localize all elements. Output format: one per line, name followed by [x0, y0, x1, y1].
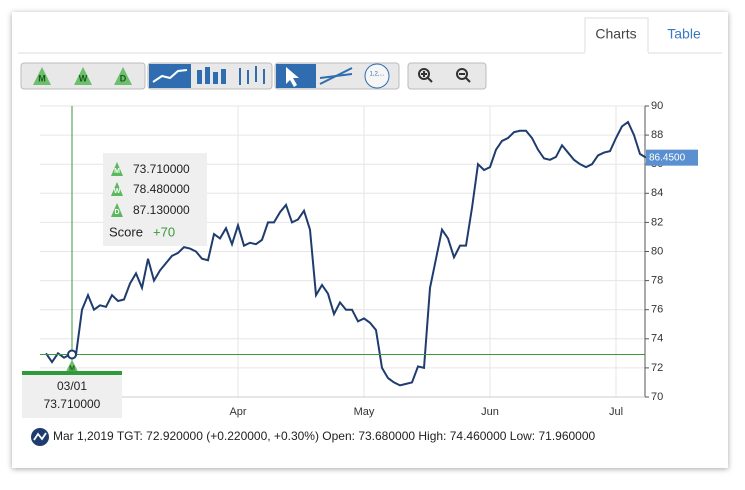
- y-tick-label: 74: [651, 333, 663, 345]
- btn-d[interactable]: D: [114, 67, 132, 85]
- tooltip-value: 87.130000: [133, 203, 190, 217]
- icon-label: D: [114, 209, 119, 216]
- crosshair-point: [67, 349, 77, 360]
- btn-w[interactable]: W: [74, 67, 92, 85]
- x-tick-label: Apr: [229, 406, 246, 418]
- toolbar: M W D 1,2,...: [20, 62, 487, 90]
- btn-label[interactable]: M: [38, 73, 46, 83]
- x-tick-label: Jun: [481, 406, 499, 418]
- tooltip-value: 73.710000: [133, 162, 190, 176]
- btn-trend[interactable]: [319, 67, 353, 85]
- icon-label: M: [114, 168, 120, 175]
- btn-zoom-out[interactable]: [456, 68, 471, 83]
- btn-label[interactable]: 1,2,...: [369, 72, 384, 78]
- tab[interactable]: Charts: [595, 26, 636, 42]
- info-line: Mar 1,2019 TGT: 72.920000 (+0.220000, +0…: [53, 429, 596, 443]
- btn-ohlc[interactable]: [239, 66, 265, 85]
- btn-zoom-in[interactable]: [418, 68, 433, 83]
- score-label: Score: [109, 224, 143, 239]
- last-price-label: 86.4500: [649, 152, 686, 163]
- btn-label[interactable]: W: [79, 73, 88, 83]
- btn-fib[interactable]: [364, 63, 390, 89]
- crosshair-value: 73.710000: [44, 397, 101, 411]
- signal-marker: [65, 359, 79, 374]
- tooltip-value: 78.480000: [133, 182, 190, 196]
- x-tick-label: May: [354, 406, 375, 418]
- price-line: [45, 120, 647, 387]
- x-tick-label: Jul: [609, 406, 623, 418]
- y-tick-label: 82: [651, 216, 663, 228]
- y-tick-label: 72: [651, 362, 663, 374]
- y-tick-label: 90: [651, 100, 663, 112]
- tooltip: [103, 153, 207, 246]
- y-tick-label: 78: [651, 275, 663, 287]
- crosshair-date: 03/01: [57, 379, 87, 393]
- tooltip-rows: M 73.710000 W 78.480000 D 87.130000 Scor…: [109, 162, 190, 239]
- last-price-tag: [646, 149, 698, 166]
- y-tick-label: 88: [651, 129, 663, 141]
- btn-bar[interactable]: [197, 67, 226, 84]
- btn-m[interactable]: M: [33, 67, 51, 85]
- y-tick-label: 84: [651, 187, 663, 199]
- score: +70: [153, 224, 175, 239]
- crosshair-bar: [22, 371, 122, 375]
- crosshair-box: [22, 374, 122, 418]
- tab[interactable]: Table: [667, 26, 701, 42]
- btn-label[interactable]: D: [120, 73, 127, 83]
- y-tick-label: 70: [651, 391, 663, 403]
- btn-line[interactable]: [149, 64, 191, 88]
- tab-active[interactable]: [584, 17, 649, 54]
- icon-label: W: [114, 188, 121, 195]
- signal-label: M: [69, 365, 75, 372]
- y-tick-label: 80: [651, 245, 663, 257]
- y-tick-label: 76: [651, 304, 663, 316]
